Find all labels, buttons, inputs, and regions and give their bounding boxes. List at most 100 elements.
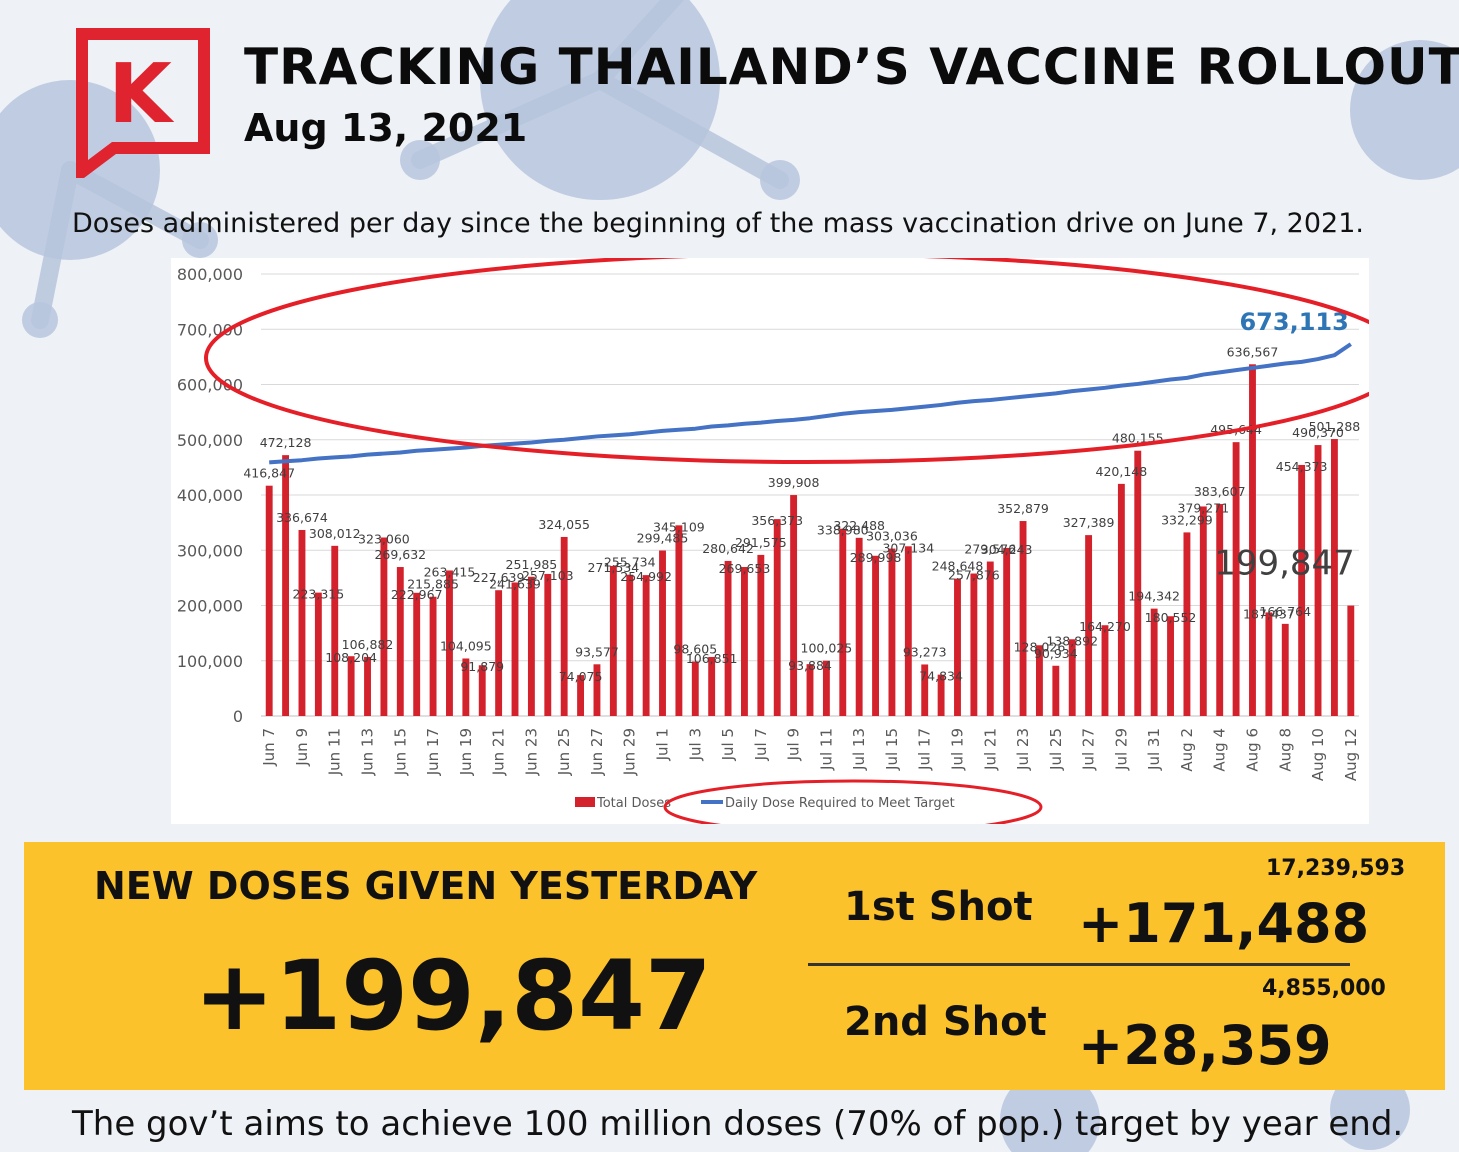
bar-total-doses: [1298, 464, 1306, 716]
x-tick-label: Jul 23: [1014, 728, 1032, 771]
bar-total-doses: [921, 664, 929, 716]
x-tick-label: Aug 8: [1276, 728, 1294, 772]
x-tick-label: Jul 11: [817, 728, 835, 771]
bar-data-label: 332,299: [1161, 512, 1213, 527]
bar-total-doses: [609, 565, 617, 716]
bar-data-label: 106,882: [342, 637, 394, 652]
x-tick-label: Jul 7: [752, 728, 770, 761]
x-tick-label: Jul 21: [981, 728, 999, 771]
y-tick-label: 500,000: [177, 431, 243, 450]
bar-total-doses: [1052, 665, 1060, 716]
bar-total-doses: [1347, 605, 1355, 716]
new-doses-value: +199,847: [194, 940, 712, 1052]
bar-total-doses: [544, 573, 552, 716]
bar-data-label: 269,632: [374, 547, 426, 562]
bar-total-doses: [626, 574, 634, 716]
bar-total-doses: [1314, 445, 1322, 716]
bar-total-doses: [380, 537, 388, 716]
first-shot-total: 17,239,593: [1266, 856, 1406, 881]
x-tick-label: Jul 17: [916, 728, 934, 771]
bar-data-label: 472,128: [260, 435, 312, 450]
bar-total-doses: [1003, 547, 1011, 716]
bar-total-doses: [1101, 625, 1109, 716]
x-tick-label: Jul 19: [948, 728, 966, 771]
bar-total-doses: [1281, 623, 1289, 716]
x-tick-label: Jul 13: [850, 728, 868, 771]
bar-total-doses: [937, 674, 945, 716]
x-tick-label: Jun 23: [522, 728, 540, 776]
bar-total-doses: [314, 592, 322, 716]
bar-total-doses: [527, 576, 535, 716]
x-tick-label: Jul 5: [719, 728, 737, 761]
bar-data-label: 356,373: [751, 513, 803, 528]
bar-data-label: 416,847: [243, 466, 295, 481]
bar-total-doses: [495, 590, 503, 716]
legend-swatch-bars: [575, 797, 595, 807]
bar-total-doses: [298, 529, 306, 716]
bar-data-label: 399,908: [768, 475, 820, 490]
bar-data-label: 336,674: [276, 510, 328, 525]
x-tick-label: Aug 6: [1243, 728, 1261, 772]
bar-data-label: 91,879: [460, 659, 504, 674]
x-tick-label: Jul 27: [1080, 728, 1098, 771]
x-tick-label: Aug 10: [1309, 728, 1327, 781]
y-tick-label: 100,000: [177, 652, 243, 671]
bar-total-doses: [396, 567, 404, 716]
bar-total-doses: [839, 528, 847, 716]
x-tick-label: Jun 19: [457, 728, 475, 776]
bar-data-label: 74,075: [559, 669, 603, 684]
bar-data-label: 299,485: [637, 531, 689, 546]
bar-total-doses: [429, 596, 437, 716]
shot-divider: [808, 963, 1350, 966]
bar-total-doses: [413, 592, 421, 716]
page-title: TRACKING THAILAND’S VACCINE ROLLOUT: [244, 38, 1459, 96]
legend-label-bars: Total Doses: [596, 796, 671, 811]
bar-data-label: 98,605: [673, 642, 717, 657]
bar-total-doses: [806, 664, 814, 716]
x-tick-label: Jul 25: [1047, 728, 1065, 771]
bar-data-label: 323,060: [358, 532, 410, 547]
bar-data-label: 164,270: [1079, 619, 1131, 634]
bar-total-doses: [1199, 506, 1207, 716]
bar-data-label: 100,025: [801, 641, 853, 656]
bar-total-doses: [462, 658, 470, 716]
bar-data-label: 271,534: [587, 560, 639, 575]
bar-data-label: 74,834: [919, 669, 963, 684]
bar-data-label: 289,998: [850, 550, 902, 565]
bar-data-label: 338,980: [817, 523, 869, 538]
bar-total-doses: [773, 519, 781, 716]
bar-data-label: 304,243: [981, 542, 1033, 557]
bar-total-doses: [347, 656, 355, 716]
y-tick-label: 600,000: [177, 376, 243, 395]
bar-data-label: 104,095: [440, 638, 492, 653]
bar-data-label: 327,389: [1063, 515, 1115, 530]
x-tick-label: Jul 31: [1145, 728, 1163, 771]
doses-chart: 0 100,000 200,000 300,000 400,000 500,000 600,…: [177, 258, 1369, 824]
x-tick-label: Jul 15: [883, 728, 901, 771]
bar-data-label: 166,764: [1259, 604, 1311, 619]
x-tick-label: Aug 4: [1211, 728, 1229, 772]
second-shot-total: 4,855,000: [1262, 976, 1386, 1001]
bar-total-doses: [1167, 616, 1174, 716]
x-tick-label: Aug 2: [1178, 728, 1196, 772]
bar-total-doses: [478, 665, 486, 716]
bar-data-label: 93,884: [788, 658, 832, 673]
bar-data-label: 254,992: [620, 569, 672, 584]
bar-total-doses: [888, 548, 896, 716]
bar-total-doses: [1249, 364, 1256, 716]
bar-total-doses: [1134, 450, 1142, 716]
footer-note: The gov’t aims to achieve 100 million do…: [72, 1104, 1404, 1144]
bar-data-label: 138,892: [1046, 633, 1098, 648]
bar-total-doses: [1068, 639, 1076, 716]
bar-data-label: 108,204: [325, 650, 377, 665]
line-end-label: 673,113: [1239, 308, 1348, 336]
bar-data-label: 345,109: [653, 519, 705, 534]
bar-data-label: 90,934: [1034, 646, 1078, 661]
bar-data-label: 248,648: [932, 559, 984, 574]
bar-total-doses: [1183, 532, 1191, 716]
bar-total-doses: [593, 664, 601, 716]
bar-data-label: 501,288: [1309, 419, 1361, 434]
line-daily-required: [269, 342, 1352, 465]
bar-total-doses: [364, 656, 371, 716]
bar-data-label: 227,639: [473, 570, 525, 585]
